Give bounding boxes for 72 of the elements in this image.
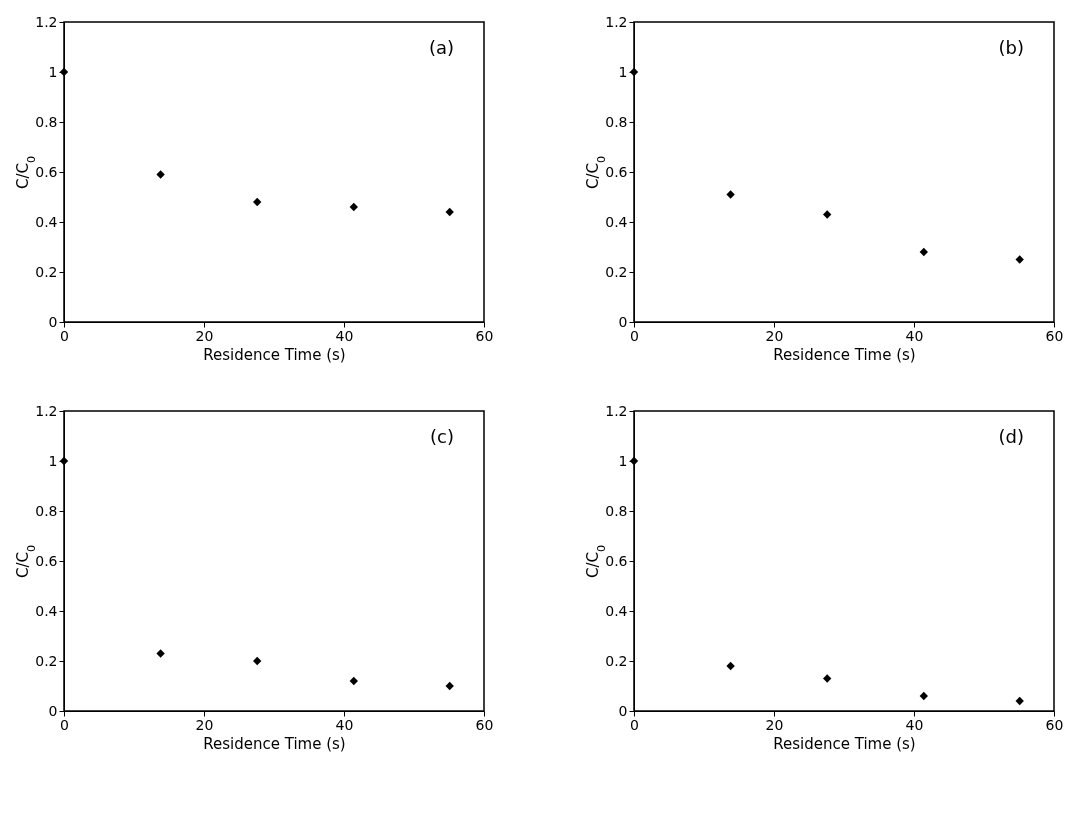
y-tick-label: 0.6 [35,163,58,180]
x-tick-label: 60 [1045,716,1064,733]
x-axis-title: Residence Time (s) [203,734,346,753]
y-tick-label: 0 [618,702,628,719]
y-tick-label: 1.2 [35,402,58,419]
point [156,170,165,179]
y-tick-label: 0.4 [605,602,628,619]
x-tick-label: 20 [195,716,214,733]
x-tick-label: 60 [475,327,494,344]
annotation: (d) [998,426,1024,447]
y-tick-label: 0 [48,313,58,330]
annotation: (c) [430,426,454,447]
point [726,661,735,671]
point [156,649,165,658]
point [919,691,928,701]
x-tick-label: 40 [335,327,354,344]
y-tick-label: 0.2 [35,263,58,280]
x-tick-label: 40 [905,716,924,733]
x-tick-label: 20 [195,327,214,344]
y-tick-label: 0.8 [35,113,58,130]
point [445,681,454,691]
point [253,197,262,207]
point [445,207,454,217]
x-axis-title: Residence Time (s) [773,345,916,364]
x-tick-label: 40 [335,716,354,733]
x-tick-label: 60 [1045,327,1064,344]
x-tick-label: 20 [765,716,784,733]
y-tick-label: 1 [48,63,58,80]
y-tick-label: 0.8 [35,502,58,519]
x-tick-label: 0 [60,327,69,344]
y-tick-label: 0.2 [35,652,58,669]
y-tick-label: 1.2 [35,13,58,30]
y-tick-label: 0.2 [605,263,628,280]
x-tick-label: 40 [905,327,924,344]
x-axis-title: Residence Time (s) [203,345,346,364]
y-tick-label: 0.4 [605,213,628,230]
annotation: (b) [998,37,1024,58]
y-tick-label: 0.4 [35,213,58,230]
point [1015,696,1024,706]
point [59,67,69,77]
x-tick-label: 20 [765,327,784,344]
y-tick-label: 0.8 [605,113,628,130]
point [629,67,639,77]
y-tick-label: 1 [618,63,628,80]
point [919,247,928,257]
y-tick-label: 0 [48,702,58,719]
y-tick-label: 0.6 [605,552,628,569]
y-tick-label: 0.6 [605,163,628,180]
x-axis-title: Residence Time (s) [773,734,916,753]
point [349,202,358,212]
y-tick-label: 1 [48,452,58,469]
annotation: (a) [428,37,454,58]
y-tick-label: 1 [618,452,628,469]
y-tick-label: 1.2 [605,402,628,419]
x-tick-label: 0 [60,716,69,733]
x-tick-label: 0 [630,716,639,733]
y-tick-label: 0.2 [605,652,628,669]
x-tick-label: 60 [475,716,494,733]
point [349,676,358,686]
point [59,456,69,466]
point [823,210,832,219]
y-tick-label: 1.2 [605,13,628,30]
y-tick-label: 0.8 [605,502,628,519]
point [726,190,735,199]
point [253,656,262,666]
point [629,456,639,466]
point [823,674,832,683]
x-tick-label: 0 [630,327,639,344]
y-tick-label: 0.4 [35,602,58,619]
point [1015,255,1024,264]
y-tick-label: 0.6 [35,552,58,569]
y-tick-label: 0 [618,313,628,330]
